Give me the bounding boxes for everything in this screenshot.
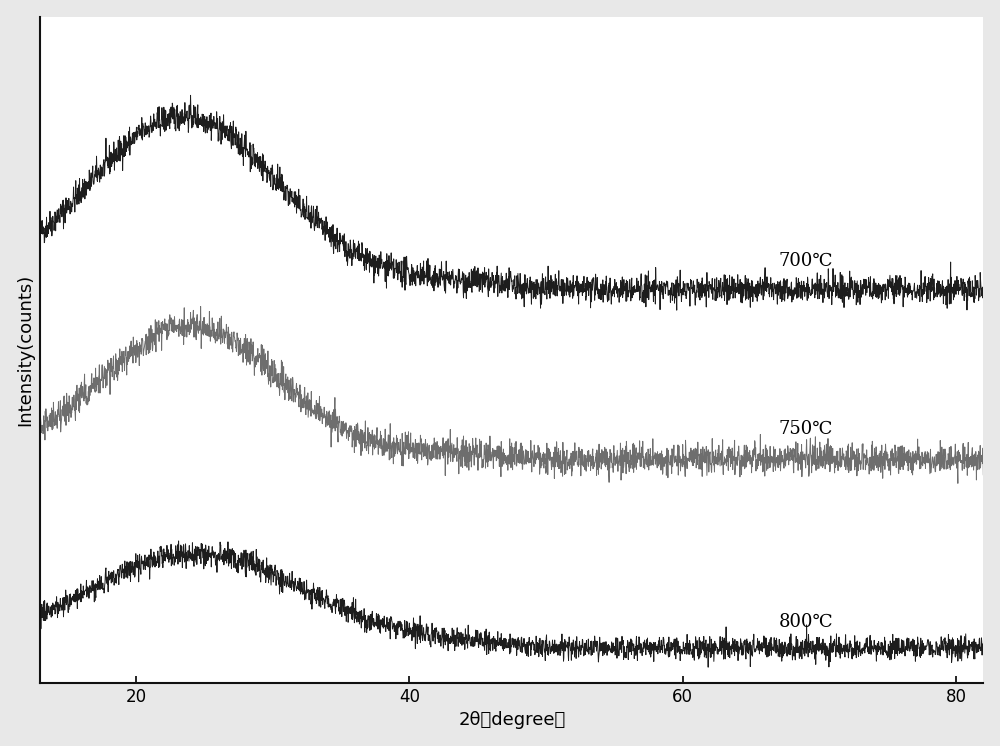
Y-axis label: Intensity(counts): Intensity(counts) — [17, 274, 35, 426]
Text: 800℃: 800℃ — [778, 613, 833, 631]
Text: 700℃: 700℃ — [778, 252, 833, 270]
X-axis label: 2θ（degree）: 2θ（degree） — [458, 712, 565, 730]
Text: 750℃: 750℃ — [778, 419, 833, 438]
